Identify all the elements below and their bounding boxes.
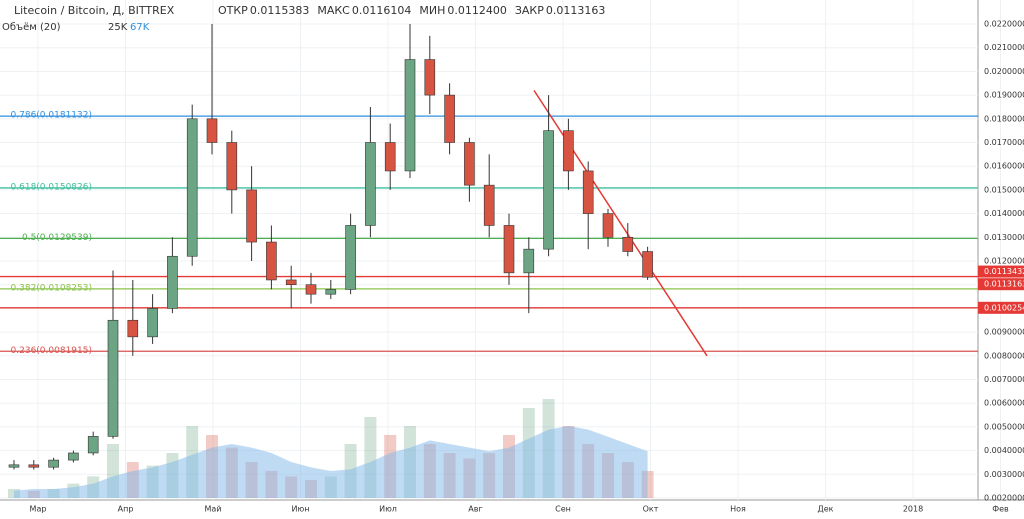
candle-body: [503, 225, 515, 274]
candle-body: [48, 459, 59, 468]
volume-ma-area: [14, 426, 648, 498]
fib-label: 0.618(0.0150826): [11, 182, 92, 192]
y-tick-label: 0.0130000: [984, 233, 1024, 242]
ohlc-value: 0.0113163: [546, 4, 606, 17]
candle-body: [68, 452, 79, 461]
price-tag-label: 0.0113163: [984, 280, 1024, 289]
y-tick-label: 0.0140000: [984, 209, 1024, 218]
candle-body: [87, 436, 99, 454]
price-tag: [978, 278, 1024, 291]
volume-legend: 25K: [108, 22, 128, 33]
candle-body: [543, 130, 554, 250]
candle-body: [602, 213, 614, 238]
ohlc-label: МАКС: [317, 4, 350, 17]
y-tick-label: 0.0070000: [984, 375, 1024, 384]
y-tick-label: 0.0170000: [984, 138, 1024, 147]
y-tick-label: 0.0050000: [984, 422, 1024, 431]
candle-body: [365, 142, 376, 226]
ohlc-label: ЗАКР: [515, 4, 544, 17]
price-tag: [978, 301, 1024, 314]
x-tick-label: Май: [204, 505, 221, 514]
candle-body: [523, 248, 535, 274]
y-tick-label: 0.0030000: [984, 470, 1024, 479]
x-tick-label: Сен: [555, 505, 571, 514]
fib-label: 0.382(0.0108253): [11, 283, 92, 293]
x-tick-label: Авг: [468, 505, 482, 514]
fib-label: 0.786(0.0181132): [11, 111, 92, 121]
candle-body: [167, 255, 178, 309]
trend-line: [533, 89, 708, 357]
candle-body: [444, 94, 455, 143]
candle-body: [384, 142, 396, 172]
x-tick-label: Мар: [30, 505, 47, 514]
candle-body: [266, 241, 277, 281]
y-tick-label: 0.0200000: [984, 67, 1024, 76]
ohlc-value: 0.0116104: [352, 4, 412, 17]
candle-body: [642, 251, 653, 278]
x-tick-label: Июл: [379, 505, 397, 514]
candle-body: [325, 289, 337, 295]
candle-body: [147, 308, 158, 338]
y-tick-label: 0.0190000: [984, 91, 1024, 100]
candle-body: [186, 118, 198, 257]
x-tick-label: Фев: [992, 505, 1009, 514]
x-tick-label: 2018: [903, 505, 923, 514]
candle-body: [464, 142, 475, 186]
candle-body: [107, 319, 119, 437]
price-tag-label: 0.0100254: [984, 303, 1024, 312]
ohlc-value: 0.0115383: [250, 4, 310, 17]
candle-body: [246, 189, 257, 243]
x-tick-label: Окт: [643, 505, 659, 514]
candle-body: [404, 59, 416, 172]
candle-body: [424, 59, 436, 96]
y-tick-label: 0.0180000: [984, 114, 1024, 123]
ohlc-value: 0.0112400: [447, 4, 507, 17]
fib-label: 0.236(0.0081915): [11, 346, 92, 356]
fib-label: 0.5(0.0129539): [22, 233, 92, 243]
candle-body: [345, 225, 356, 290]
candle-body: [127, 319, 139, 338]
x-tick-label: Апр: [118, 505, 134, 514]
candle-body: [305, 284, 317, 295]
y-tick-label: 0.0020000: [984, 494, 1024, 503]
x-tick-label: Июн: [292, 505, 310, 514]
ohlc-label: ОТКР: [218, 4, 248, 17]
x-tick-label: Ноя: [730, 505, 746, 514]
candle-body: [285, 279, 297, 285]
candle-body: [582, 170, 594, 214]
y-tick-label: 0.0040000: [984, 446, 1024, 455]
y-tick-label: 0.0120000: [984, 257, 1024, 266]
volume-title: Объём (20): [2, 22, 61, 33]
ohlc-label: МИН: [419, 4, 445, 17]
price-tag: [978, 265, 1024, 278]
candle-body: [8, 464, 20, 468]
y-tick-label: 0.0160000: [984, 162, 1024, 171]
candle-body: [226, 142, 238, 191]
y-tick-label: 0.0150000: [984, 185, 1024, 194]
price-tag-label: 0.0113432: [984, 267, 1024, 276]
y-tick-label: 0.0210000: [984, 43, 1024, 52]
candle-body: [28, 464, 40, 468]
y-tick-label: 0.0060000: [984, 399, 1024, 408]
y-tick-label: 0.0090000: [984, 328, 1024, 337]
volume-legend: 67K: [130, 22, 150, 33]
x-tick-label: Дек: [817, 505, 833, 514]
candle-body: [563, 130, 574, 172]
candle-body: [206, 118, 218, 143]
candle-body: [483, 184, 495, 226]
chart-title: Litecoin / Bitcoin, Д, BITTREX: [14, 4, 175, 17]
y-tick-label: 0.0080000: [984, 351, 1024, 360]
y-tick-label: 0.0220000: [984, 20, 1024, 29]
candle-body: [622, 237, 634, 252]
